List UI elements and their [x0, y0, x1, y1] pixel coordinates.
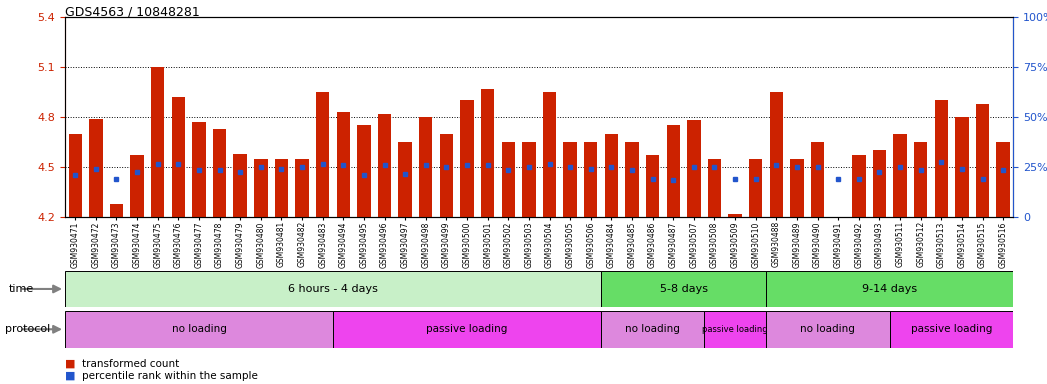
- Text: percentile rank within the sample: percentile rank within the sample: [82, 371, 258, 381]
- Bar: [766, 271, 1013, 307]
- Bar: [914, 142, 928, 217]
- Bar: [213, 129, 226, 217]
- Bar: [193, 122, 205, 217]
- Text: time: time: [8, 284, 34, 294]
- Text: ■: ■: [65, 359, 75, 369]
- Bar: [65, 311, 333, 348]
- Bar: [68, 134, 82, 217]
- Bar: [172, 97, 185, 217]
- Bar: [893, 134, 907, 217]
- Bar: [316, 92, 330, 217]
- Bar: [357, 126, 371, 217]
- Bar: [997, 142, 1010, 217]
- Text: GDS4563 / 10848281: GDS4563 / 10848281: [65, 6, 200, 19]
- Text: protocol: protocol: [5, 324, 50, 334]
- Bar: [955, 117, 968, 217]
- Bar: [378, 114, 392, 217]
- Bar: [110, 204, 124, 217]
- Bar: [336, 112, 350, 217]
- Text: 5-8 days: 5-8 days: [660, 284, 708, 294]
- Text: ■: ■: [65, 371, 75, 381]
- Bar: [646, 156, 660, 217]
- Bar: [151, 67, 164, 217]
- Bar: [274, 159, 288, 217]
- Text: no loading: no loading: [801, 324, 855, 334]
- Bar: [749, 159, 762, 217]
- Bar: [687, 121, 700, 217]
- Text: no loading: no loading: [172, 324, 226, 334]
- Text: passive loading: passive loading: [911, 324, 993, 334]
- Bar: [333, 311, 601, 348]
- Bar: [605, 134, 618, 217]
- Bar: [254, 159, 268, 217]
- Text: transformed count: transformed count: [82, 359, 179, 369]
- Bar: [667, 126, 680, 217]
- Bar: [625, 142, 639, 217]
- Bar: [563, 142, 577, 217]
- Bar: [399, 142, 411, 217]
- Bar: [522, 142, 536, 217]
- Bar: [790, 159, 804, 217]
- Bar: [233, 154, 247, 217]
- Bar: [708, 159, 721, 217]
- Bar: [89, 119, 103, 217]
- Bar: [601, 311, 705, 348]
- Bar: [976, 104, 989, 217]
- Bar: [766, 311, 890, 348]
- Bar: [481, 89, 494, 217]
- Bar: [729, 214, 742, 217]
- Bar: [935, 101, 948, 217]
- Text: no loading: no loading: [625, 324, 681, 334]
- Bar: [770, 92, 783, 217]
- Bar: [584, 142, 598, 217]
- Text: 6 hours - 4 days: 6 hours - 4 days: [288, 284, 378, 294]
- Bar: [705, 311, 766, 348]
- Text: passive loading: passive loading: [703, 325, 767, 334]
- Bar: [502, 142, 515, 217]
- Bar: [852, 156, 866, 217]
- Bar: [873, 151, 886, 217]
- Bar: [440, 134, 453, 217]
- Bar: [810, 142, 824, 217]
- Bar: [461, 101, 473, 217]
- Bar: [542, 92, 556, 217]
- Bar: [601, 271, 766, 307]
- Bar: [419, 117, 432, 217]
- Bar: [65, 271, 601, 307]
- Bar: [295, 159, 309, 217]
- Bar: [131, 156, 143, 217]
- Bar: [890, 311, 1013, 348]
- Text: 9-14 days: 9-14 days: [863, 284, 917, 294]
- Text: passive loading: passive loading: [426, 324, 508, 334]
